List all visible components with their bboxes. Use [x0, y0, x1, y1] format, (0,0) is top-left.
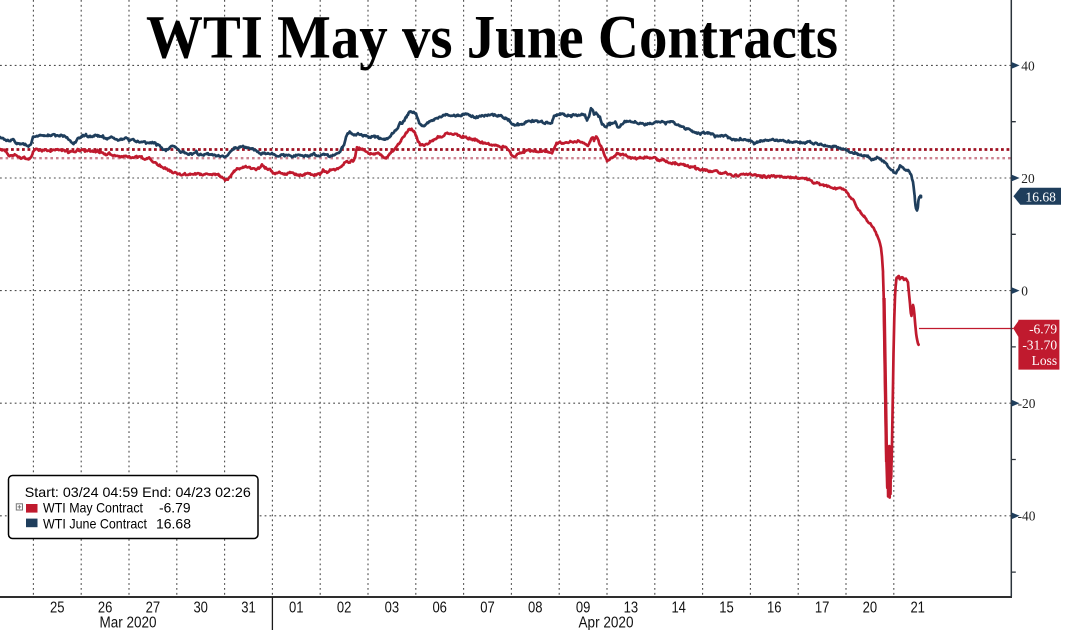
svg-text:30: 30 — [193, 600, 208, 617]
svg-text:26: 26 — [98, 600, 113, 617]
svg-text:31: 31 — [241, 600, 256, 617]
svg-text:17: 17 — [815, 600, 830, 617]
svg-text:0: 0 — [1021, 284, 1028, 299]
svg-text:21: 21 — [910, 600, 925, 617]
svg-text:09: 09 — [576, 600, 591, 617]
svg-text:-31.70: -31.70 — [1022, 337, 1057, 352]
svg-text:Apr 2020: Apr 2020 — [579, 615, 634, 630]
svg-text:-6.79: -6.79 — [159, 501, 191, 516]
svg-text:07: 07 — [480, 600, 495, 617]
svg-text:13: 13 — [624, 600, 639, 617]
svg-text:16.68: 16.68 — [1025, 189, 1056, 204]
svg-text:15: 15 — [719, 600, 734, 617]
svg-text:Start: 03/24 04:59 End: 04/23: Start: 03/24 04:59 End: 04/23 02:26 — [25, 485, 251, 500]
svg-text:02: 02 — [337, 600, 352, 617]
svg-text:16.68: 16.68 — [156, 516, 191, 531]
svg-text:-20: -20 — [1018, 396, 1036, 411]
svg-text:-6.79: -6.79 — [1029, 322, 1057, 337]
svg-text:40: 40 — [1021, 58, 1035, 73]
svg-text:16: 16 — [767, 600, 782, 617]
svg-text:Loss: Loss — [1032, 353, 1058, 368]
svg-text:03: 03 — [385, 600, 400, 617]
svg-text:WTI June Contract: WTI June Contract — [43, 516, 147, 531]
svg-text:Mar 2020: Mar 2020 — [100, 615, 157, 630]
svg-text:08: 08 — [528, 600, 543, 617]
svg-text:WTI May Contract: WTI May Contract — [43, 501, 143, 516]
svg-text:27: 27 — [146, 600, 161, 617]
svg-text:20: 20 — [1021, 171, 1035, 186]
svg-text:20: 20 — [863, 600, 878, 617]
svg-text:-40: -40 — [1018, 509, 1036, 524]
svg-text:25: 25 — [50, 600, 65, 617]
svg-text:WTI May vs June Contracts: WTI May vs June Contracts — [146, 5, 838, 72]
svg-text:01: 01 — [289, 600, 304, 617]
svg-text:06: 06 — [432, 600, 447, 617]
svg-text:14: 14 — [671, 600, 686, 617]
